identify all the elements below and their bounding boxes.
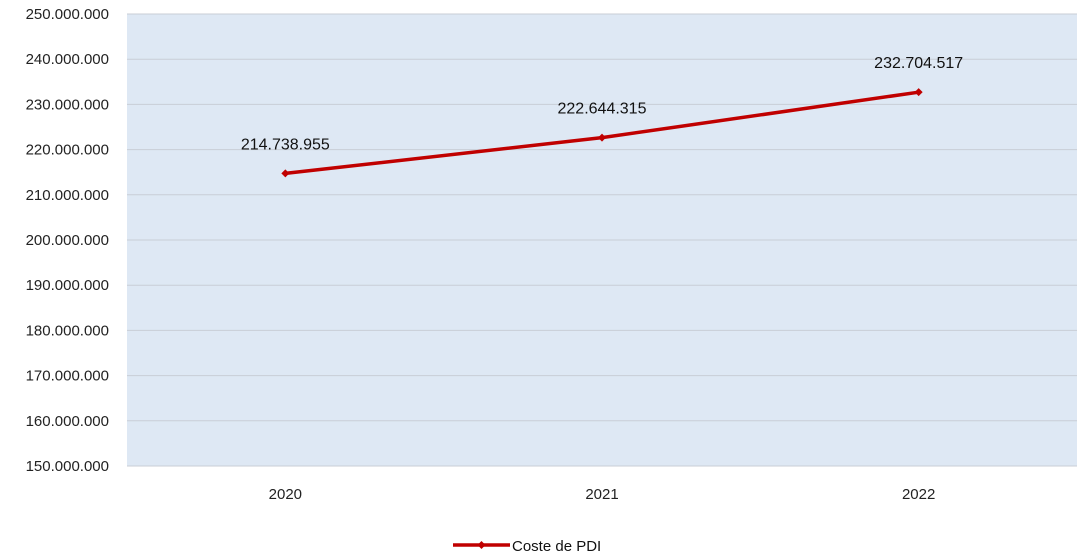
legend-label: Coste de PDI <box>512 538 601 555</box>
y-tick-label: 240.000.000 <box>26 51 109 68</box>
x-tick-label: 2022 <box>902 486 935 503</box>
x-tick-label: 2020 <box>269 486 302 503</box>
y-tick-label: 210.000.000 <box>26 187 109 204</box>
y-tick-label: 180.000.000 <box>26 322 109 339</box>
y-tick-label: 220.000.000 <box>26 142 109 159</box>
data-point-marker <box>598 133 606 142</box>
data-label: 222.644.315 <box>558 101 647 118</box>
legend-marker-swatch <box>477 541 486 549</box>
y-tick-label: 230.000.000 <box>26 96 109 113</box>
y-tick-label: 190.000.000 <box>26 277 109 294</box>
data-point-marker <box>914 88 923 97</box>
data-label: 232.704.517 <box>874 55 963 72</box>
data-labels: 214.738.955 222.644.315 232.704.517 <box>241 55 963 153</box>
y-tick-label: 250.000.000 <box>26 6 109 23</box>
y-axis-tick-labels: 150.000.000 160.000.000 170.000.000 180.000… <box>26 6 109 475</box>
legend: Coste de PDI <box>453 538 601 555</box>
y-tick-label: 160.000.000 <box>26 413 109 430</box>
y-tick-label: 200.000.000 <box>26 232 109 249</box>
x-axis-tick-labels: 2020 2021 2022 <box>269 486 936 503</box>
y-tick-label: 150.000.000 <box>26 458 109 475</box>
data-point-marker <box>281 169 290 178</box>
x-tick-label: 2021 <box>585 486 618 503</box>
y-tick-label: 170.000.000 <box>26 368 109 385</box>
series-group <box>281 88 923 178</box>
data-label: 214.738.955 <box>241 136 330 153</box>
gridlines <box>127 13 1077 467</box>
